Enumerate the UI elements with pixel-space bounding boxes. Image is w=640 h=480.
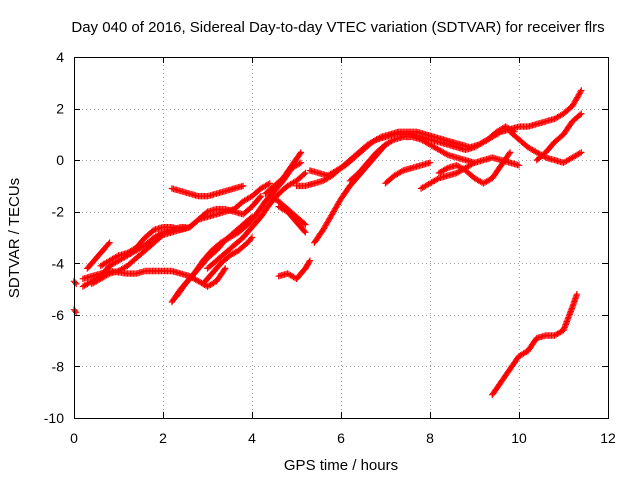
data-point: [515, 162, 523, 169]
y-axis-title: SDTVAR / TECUs: [6, 178, 23, 298]
series-arc-24: [435, 149, 514, 187]
series-arc-16: [275, 203, 309, 236]
series-arc-17: [275, 257, 314, 282]
data-point: [578, 149, 585, 156]
series-arc-12: [199, 234, 256, 288]
data-point: [297, 149, 305, 156]
data-point: [105, 240, 112, 248]
series-arc-14: [262, 149, 305, 197]
data-point: [296, 150, 304, 157]
x-tick-label: 6: [337, 430, 345, 446]
data-point: [265, 181, 272, 188]
data-point: [576, 150, 583, 157]
data-point: [434, 175, 441, 183]
data-point: [426, 159, 434, 166]
data-point: [302, 229, 309, 236]
x-tick-label: 0: [70, 430, 78, 446]
data-point: [239, 182, 247, 190]
series-arc-1: [70, 278, 80, 288]
data-point: [247, 235, 255, 242]
series-arc-27: [489, 291, 581, 398]
data-marks: [70, 87, 585, 398]
y-tick-label: -8: [52, 358, 65, 374]
data-point: [576, 111, 584, 118]
data-point: [305, 258, 313, 266]
data-point: [113, 253, 121, 260]
y-tick-label: -2: [52, 204, 65, 220]
series-arc-26: [533, 110, 585, 164]
series-arc-6: [88, 224, 193, 288]
y-tick-label: 4: [56, 49, 64, 65]
data-point: [443, 165, 450, 172]
data-point: [266, 180, 273, 187]
y-tick-label: -4: [52, 255, 65, 271]
x-axis-title: GPS time / hours: [284, 457, 398, 474]
data-point: [203, 209, 210, 216]
data-point: [256, 194, 264, 201]
data-point: [248, 234, 256, 241]
data-point: [300, 220, 308, 227]
data-point: [158, 232, 165, 240]
x-tick-label: 4: [248, 430, 256, 446]
grid-lines: [74, 57, 608, 418]
data-point: [222, 265, 229, 272]
series-arc-10: [168, 182, 247, 200]
x-tick-labels: 0 2 4 6 8 10 12: [70, 430, 616, 446]
series-arc-22: [382, 159, 434, 187]
data-point: [506, 149, 514, 156]
data-point: [577, 88, 584, 96]
y-tick-label: -6: [52, 307, 65, 323]
data-point: [71, 279, 79, 286]
data-point: [568, 305, 575, 312]
data-point: [106, 239, 113, 246]
data-point: [578, 110, 585, 117]
x-tick-label: 10: [511, 430, 527, 446]
data-point: [296, 160, 303, 167]
data-point: [506, 150, 513, 157]
y-tick-label: -10: [44, 410, 64, 426]
series-arc-23: [417, 154, 523, 192]
axis-ticks: [74, 57, 609, 419]
series-arc-5: [84, 239, 113, 272]
data-point: [300, 170, 308, 178]
series-arc-11: [186, 193, 265, 231]
series-arc-21: [346, 133, 478, 184]
data-point: [398, 168, 405, 175]
data-point: [566, 311, 573, 318]
data-point: [104, 271, 112, 278]
y-tick-label: 2: [56, 101, 64, 117]
y-tick-labels: 4 2 0 -2 -4 -6 -8 -10: [44, 49, 64, 426]
data-point: [306, 257, 314, 264]
data-point: [573, 291, 581, 298]
data-point: [376, 134, 383, 141]
chart-title: Day 040 of 2016, Sidereal Day-to-day VTE…: [71, 19, 604, 36]
data-point: [563, 318, 570, 325]
data-point: [297, 159, 305, 166]
data-point: [389, 137, 397, 144]
series-arc-2: [70, 306, 80, 316]
data-point: [302, 221, 309, 228]
y-tick-label: 0: [56, 152, 64, 168]
data-point: [221, 266, 228, 273]
data-point: [257, 193, 265, 200]
x-tick-label: 8: [426, 430, 434, 446]
data-point: [469, 160, 477, 167]
data-point: [578, 87, 585, 94]
data-point: [301, 228, 308, 235]
data-point: [71, 307, 79, 315]
data-point: [443, 150, 450, 158]
series-arc-19: [306, 123, 518, 179]
x-tick-label: 12: [600, 430, 616, 446]
data-point: [561, 324, 568, 331]
data-point: [302, 169, 309, 177]
x-tick-label: 2: [159, 430, 167, 446]
